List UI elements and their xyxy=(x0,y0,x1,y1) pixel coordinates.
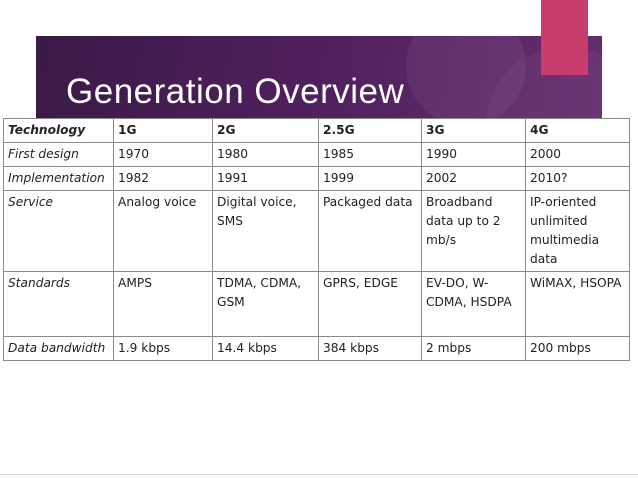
table-cell: 2002 xyxy=(421,166,526,191)
table-cell: 1970 xyxy=(113,142,213,167)
table-cell: 1982 xyxy=(113,166,213,191)
row-label: First design xyxy=(3,142,114,167)
header-cell: 4G xyxy=(525,118,630,143)
table-cell: 384 kbps xyxy=(318,336,422,361)
table-row: Service Analog voice Digital voice, SMS … xyxy=(3,190,630,272)
table-cell: 1999 xyxy=(318,166,422,191)
divider xyxy=(0,474,638,475)
table-cell: 2000 xyxy=(525,142,630,167)
table-cell: 1985 xyxy=(318,142,422,167)
table-cell: TDMA, CDMA, GSM xyxy=(212,271,319,337)
table-row: Implementation 1982 1991 1999 2002 2010? xyxy=(3,166,630,191)
table-header-row: Technology 1G 2G 2.5G 3G 4G xyxy=(3,118,630,143)
table-cell: 1991 xyxy=(212,166,319,191)
table-row: Data bandwidth 1.9 kbps 14.4 kbps 384 kb… xyxy=(3,336,630,361)
table-cell: 200 mbps xyxy=(525,336,630,361)
table-cell: 2 mbps xyxy=(421,336,526,361)
table-cell: GPRS, EDGE xyxy=(318,271,422,337)
table-cell: EV-DO, W-CDMA, HSDPA xyxy=(421,271,526,337)
header-cell: 3G xyxy=(421,118,526,143)
table-cell: 1980 xyxy=(212,142,319,167)
title-band xyxy=(36,36,602,118)
table-cell: 2010? xyxy=(525,166,630,191)
table-cell: Packaged data xyxy=(318,190,422,272)
table-cell: Digital voice, SMS xyxy=(212,190,319,272)
row-label: Data bandwidth xyxy=(3,336,114,361)
row-label: Implementation xyxy=(3,166,114,191)
decorative-circle xyxy=(406,36,526,118)
header-cell: 2.5G xyxy=(318,118,422,143)
table-cell: 14.4 kbps xyxy=(212,336,319,361)
row-label: Standards xyxy=(3,271,114,337)
table-cell: Broadband data up to 2 mb/s xyxy=(421,190,526,272)
generation-table: Technology 1G 2G 2.5G 3G 4G First design… xyxy=(3,118,630,361)
row-label: Service xyxy=(3,190,114,272)
accent-tab xyxy=(541,0,588,75)
header-cell: 2G xyxy=(212,118,319,143)
header-cell: 1G xyxy=(113,118,213,143)
table-cell: IP-oriented unlimited multimedia data xyxy=(525,190,630,272)
table-cell: AMPS xyxy=(113,271,213,337)
table-cell: 1990 xyxy=(421,142,526,167)
table-row: Standards AMPS TDMA, CDMA, GSM GPRS, EDG… xyxy=(3,271,630,337)
header-cell: Technology xyxy=(3,118,114,143)
table-cell: Analog voice xyxy=(113,190,213,272)
slide-title: Generation Overview xyxy=(66,72,405,111)
table-cell: 1.9 kbps xyxy=(113,336,213,361)
table-cell: WiMAX, HSOPA xyxy=(525,271,630,337)
table-row: First design 1970 1980 1985 1990 2000 xyxy=(3,142,630,167)
